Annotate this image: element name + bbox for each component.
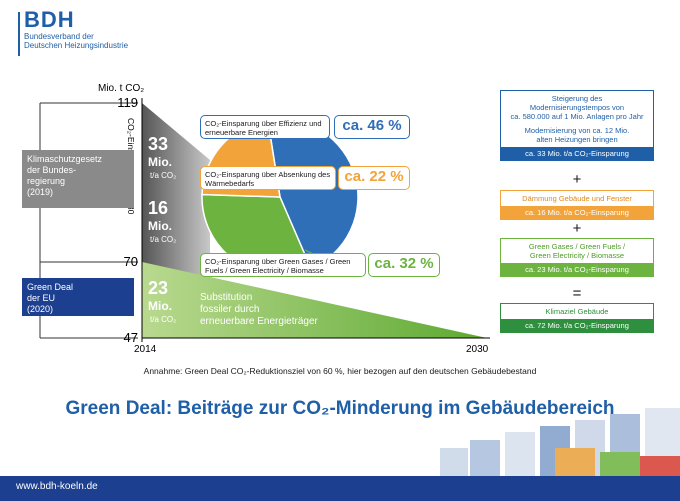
footer-url-link[interactable]: www.bdh-koeln.de (16, 481, 98, 492)
right-box-modernisierung: Steigerung des Modernisierungstempos von… (500, 90, 654, 161)
green-wedge (142, 262, 487, 338)
substitution-line3: erneuerbare Energieträger (200, 316, 319, 327)
callout-green-gases-text: CO₂-Einsparung über Green Gases / Green … (205, 257, 351, 275)
logo-line1: Bundesverband der (24, 32, 94, 41)
box3-line1: Green Gases / Green Fuels / (528, 242, 626, 251)
callout-waermebedarf: CO₂-Einsparung über Absenkung des Wärmeb… (200, 166, 336, 190)
plus-1: + (572, 171, 582, 188)
y-tick-47: 47 (124, 330, 138, 345)
klima-line2: der Bundes- (27, 165, 77, 175)
klima-line1: Klimaschutzgesetz (27, 154, 103, 164)
decorative-cubes (440, 408, 680, 476)
pct-green-gases: ca. 32 % (368, 253, 440, 277)
greendeal-line3: (2020) (27, 304, 54, 314)
wedge-value-3: 23 (148, 278, 168, 298)
klimaschutzgesetz-box: Klimaschutzgesetz der Bundes- regierung … (22, 150, 134, 208)
box2-foot: ca. 16 Mio. t/a CO₂-Einsparung (501, 206, 653, 219)
y-tick-70: 70 (124, 254, 138, 269)
box1-foot: ca. 33 Mio. t/a CO₂-Einsparung (501, 147, 653, 160)
substitution-line2: fossiler durch (200, 304, 259, 315)
wedge-sub-2: t/a CO₂ (150, 235, 176, 244)
assumption-note: Annahme: Green Deal CO₂-Reduktionsziel v… (143, 366, 537, 376)
plus-2: + (572, 220, 582, 237)
box4-line1: Klimaziel Gebäude (545, 307, 609, 316)
y-axis-unit: Mio. t CO₂ (98, 83, 144, 94)
callout-green-gases: CO₂-Einsparung über Green Gases / Green … (200, 253, 366, 277)
box1-line3: ca. 580.000 auf 1 Mio. Anlagen pro Jahr (510, 112, 644, 121)
right-box-daemmung: Dämmung Gebäude und Fenster ca. 16 Mio. … (500, 190, 654, 220)
greendeal-line2: der EU (27, 293, 56, 303)
logo-abbr: BDH (24, 7, 75, 32)
wedge-unit-1: Mio. (148, 155, 172, 169)
bdh-logo: BDH Bundesverband der Deutschen Heizungs… (18, 7, 129, 56)
box2-line1: Dämmung Gebäude und Fenster (522, 194, 632, 203)
box1-line1: Steigerung des (551, 94, 603, 103)
box1-line5: Modernisierung von ca. 12 Mio. (524, 126, 630, 135)
callout-efficiency-text: CO₂-Einsparung über Effizienz und erneue… (205, 119, 322, 137)
page-title: Green Deal: Beiträge zur CO₂-Minderung i… (65, 398, 615, 419)
wedge-unit-3: Mio. (148, 299, 172, 313)
box4-foot: ca. 72 Mio. t/a CO₂-Einsparung (501, 319, 653, 332)
box1-line6: alten Heizungen bringen (536, 135, 618, 144)
klima-line4: (2019) (27, 187, 54, 197)
callout-efficiency: CO₂-Einsparung über Effizienz und erneue… (200, 115, 330, 139)
wedge-value-2: 16 (148, 198, 168, 218)
box1-line2: Modernisierungstempos von (529, 103, 625, 112)
greendeal-line1: Green Deal (27, 282, 74, 292)
substitution-line1: Substitution (200, 292, 252, 303)
wedge-sub-3: t/a CO₂ (150, 315, 176, 324)
x-tick-2014: 2014 (134, 344, 157, 355)
callout-waermebedarf-text: CO₂-Einsparung über Absenkung des Wärmeb… (205, 170, 331, 188)
green-deal-box: Green Deal der EU (2020) (22, 278, 134, 316)
klima-line3: regierung (27, 176, 66, 186)
right-box-green-gases: Green Gases / Green Fuels / Green Electr… (500, 238, 654, 277)
pct-efficiency: ca. 46 % (334, 115, 410, 139)
wedge-value-1: 33 (148, 134, 168, 154)
wedge-unit-2: Mio. (148, 219, 172, 233)
equals-sign: = (572, 285, 582, 302)
box3-foot: ca. 23 Mio. t/a CO₂-Einsparung (501, 263, 653, 276)
y-tick-119: 119 (117, 95, 138, 110)
wedge-sub-1: t/a CO₂ (150, 171, 176, 180)
pct-waermebedarf: ca. 22 % (338, 166, 410, 190)
footer-bar (0, 476, 680, 501)
x-tick-2030: 2030 (466, 344, 489, 355)
logo-line2: Deutschen Heizungsindustrie (24, 41, 129, 50)
right-box-klimaziel: Klimaziel Gebäude ca. 72 Mio. t/a CO₂-Ei… (500, 303, 654, 333)
box3-line2: Green Electricity / Biomasse (529, 251, 625, 260)
pie-chart (201, 118, 359, 276)
